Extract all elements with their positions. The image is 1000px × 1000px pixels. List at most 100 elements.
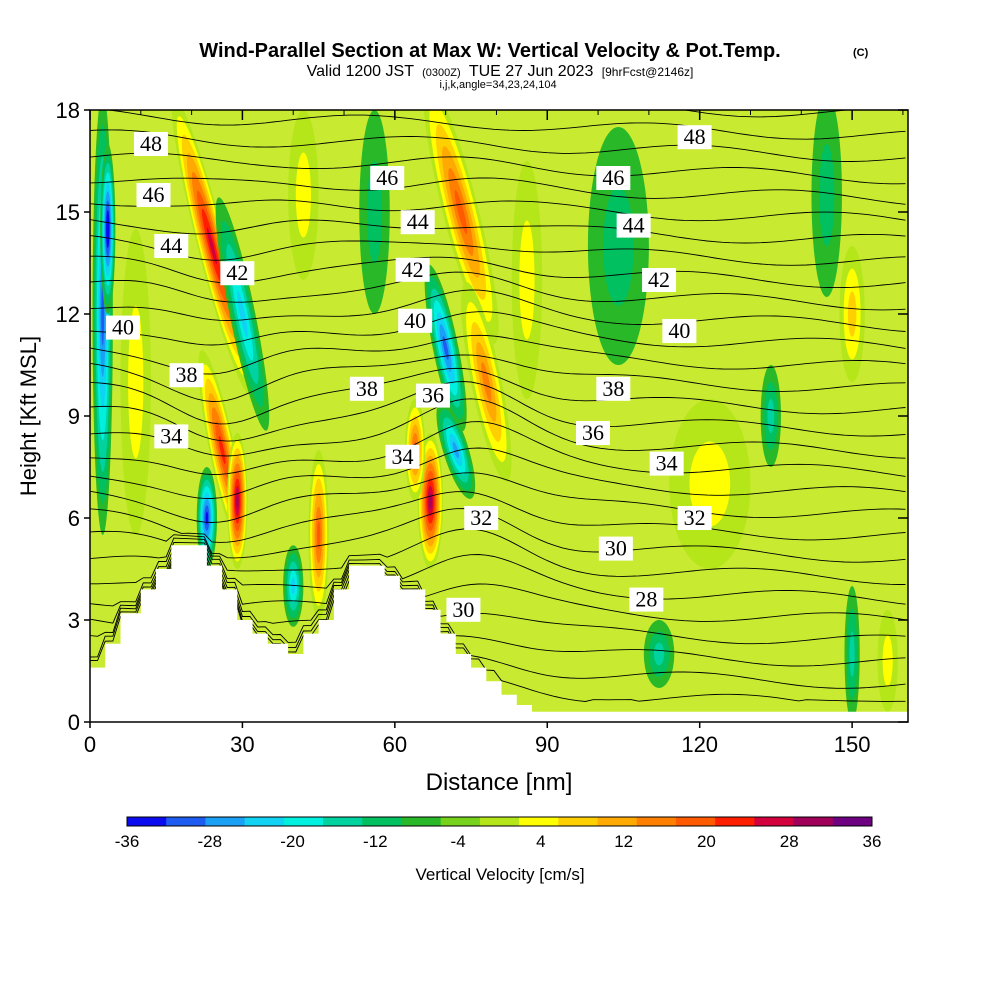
contour-labels: 48 46 44 42 40 38 34 46 44 42 40 38 36 34 32 30 48 46 44 42… [106,124,712,622]
colorbar-swatch [166,817,206,826]
x-tick-label: 60 [383,732,407,757]
isentrope-line [90,177,906,205]
w-contour-fill [218,435,226,465]
theta-label: 46 [370,165,405,190]
theta-label-box [642,268,677,292]
y-axis-label: Height [Kft MSL] [16,336,41,496]
theta-label-text: 28 [635,587,657,612]
theta-label: 34 [385,444,420,469]
theta-label-box [415,383,450,408]
theta-label: 38 [349,376,384,401]
theta-label: 36 [415,383,450,408]
isentrope-line [90,398,906,459]
w-contour-fill [206,227,217,265]
theta-label-text: 46 [602,165,624,190]
isentrope-line [90,289,906,332]
theta-label: 30 [598,536,633,561]
w-cell [587,127,649,365]
x-tick-label: 0 [84,732,96,757]
isentrope-line [90,354,906,402]
theta-label-box [154,424,189,449]
colorbar-tick-label: 28 [780,832,799,851]
w-cell [227,433,248,569]
isentrope-line [90,152,906,185]
x-tick-label: 120 [681,732,718,757]
isentrope-line [90,491,906,543]
theta-label-text: 34 [656,451,678,476]
theta-label-text: 38 [356,376,378,401]
theta-label-text: 40 [112,315,134,340]
theta-label: 40 [106,315,141,340]
w-cell [669,399,751,569]
w-contour-fill [316,520,321,550]
x-tick-label: 30 [230,732,254,757]
w-cell [424,264,467,432]
colorbar-tick-label: -4 [451,832,466,851]
theta-label-text: 40 [668,318,690,343]
colorbar-swatch [558,817,599,826]
colorbar-swatch [479,817,520,826]
w-contour-fill [849,631,855,677]
theta-label: 36 [575,420,610,445]
w-contour-fill [452,441,460,459]
w-contour-fill [428,493,432,509]
x-tick-label: 150 [834,732,871,757]
w-contour-fill [236,493,239,509]
theta-label-box [136,183,171,207]
colorbar-swatch [205,817,246,826]
colorbar-swatch [597,817,638,826]
w-contour-fill [519,220,535,340]
w-cell [196,467,218,569]
theta-label-box [616,213,651,238]
isentrope-line [90,381,906,442]
w-cell [511,161,543,399]
theta-label-box [398,308,433,333]
theta-label-box [464,506,499,530]
theta-label-box [649,451,684,476]
theta-label-text: 36 [422,383,444,408]
theta-label-box [598,536,633,561]
theta-label-box [395,257,430,282]
colorbar-tick-label: 36 [863,832,882,851]
copyright-mark: (C) [853,47,869,59]
theta-label: 34 [649,451,684,476]
colorbar-swatch [283,817,324,826]
w-contour-fill [291,577,296,595]
w-contour-fill [819,144,835,246]
theta-label-text: 34 [160,423,182,448]
chart-subtitle: Valid 1200 JST (0300Z) TUE 27 Jun 2023 [… [307,63,694,80]
subtitle-date: TUE 27 Jun 2023 [469,63,594,80]
chart-title: Wind-Parallel Section at Max W: Vertical… [199,40,780,62]
isentrope-line [90,551,906,645]
subtitle-valid: Valid 1200 JST [307,63,415,80]
theta-label-text: 48 [140,131,162,156]
isentrope-line [90,334,906,375]
isentrope-line [682,110,852,118]
subtitle-forecast: [9hrFcst@2146z] [602,65,694,79]
colorbar-tick-label: 12 [614,832,633,851]
theta-label-text: 42 [402,257,424,282]
w-contour-fill [295,152,312,238]
theta-label-box [446,597,481,622]
w-cell [436,401,476,499]
w-cell [643,620,675,688]
theta-label-text: 44 [623,213,645,238]
colorbar-tick-label: -36 [115,832,140,851]
theta-label: 40 [398,308,433,333]
w-cell [423,110,499,344]
theta-label-box [677,506,712,530]
colorbar-tick-label: 4 [536,832,545,851]
subtitle-utc: (0300Z) [422,67,461,79]
w-cell [844,586,860,722]
w-contour-fill [767,399,775,433]
theta-label-box [169,363,204,388]
w-contour-fill [689,441,731,527]
terrain-mask [90,545,908,722]
colorbar-swatch [715,817,755,826]
theta-label-box [575,421,610,445]
theta-label-text: 46 [376,165,398,190]
colorbar-tick-label: -12 [363,832,388,851]
theta-label-box [629,587,664,612]
w-contour-fill [847,291,857,337]
